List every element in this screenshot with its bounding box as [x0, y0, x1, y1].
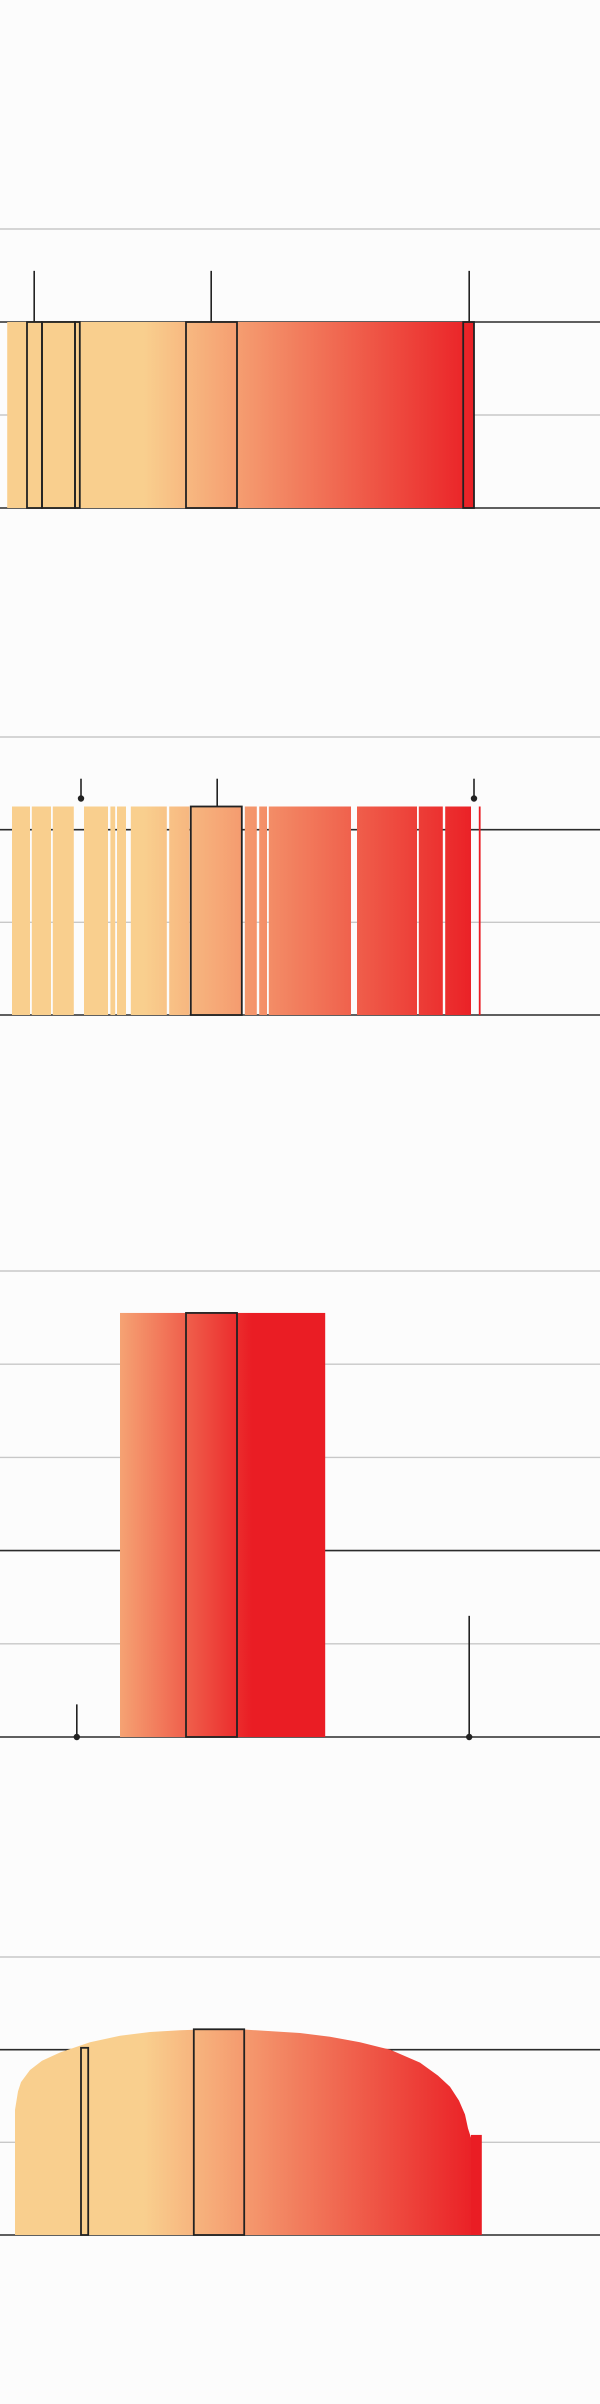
bar	[478, 806, 481, 1015]
highlighted-bar	[74, 321, 81, 509]
bar	[186, 322, 237, 508]
bar	[259, 806, 267, 1015]
bar	[418, 806, 443, 1015]
bar	[186, 1312, 237, 1737]
area-series	[15, 2029, 471, 2235]
bar	[190, 806, 242, 1015]
marker-dot	[77, 795, 85, 802]
bar	[244, 806, 257, 1015]
highlighted-bar	[192, 2028, 246, 2236]
bar	[12, 806, 30, 1015]
bar	[237, 1312, 326, 1737]
end-bar	[471, 2134, 482, 2235]
chart-panel-3	[0, 1270, 600, 1741]
marker-dot	[470, 795, 478, 802]
bar	[268, 806, 351, 1015]
bar	[110, 806, 116, 1015]
chart-panel-2	[0, 736, 600, 1016]
highlighted-bar	[189, 805, 243, 1016]
bar	[169, 806, 190, 1015]
bar	[130, 806, 167, 1015]
bar	[7, 322, 27, 508]
bar	[445, 806, 471, 1015]
bar	[120, 1312, 186, 1737]
bar	[42, 322, 75, 508]
marker-dot	[466, 1733, 473, 1741]
bar	[357, 806, 417, 1015]
bar	[237, 322, 464, 508]
bar	[463, 322, 474, 508]
highlighted-bar	[80, 2046, 90, 2236]
marker-dot	[73, 1733, 81, 1741]
bar	[79, 322, 186, 508]
bar	[117, 806, 126, 1015]
bar	[31, 806, 51, 1015]
bar	[27, 322, 42, 508]
chart-panel-4	[0, 1956, 600, 2236]
highlighted-bar	[185, 1312, 238, 1738]
chart-panel-1	[0, 228, 600, 509]
bar	[75, 322, 80, 508]
bar	[52, 806, 74, 1015]
bar	[84, 806, 108, 1015]
